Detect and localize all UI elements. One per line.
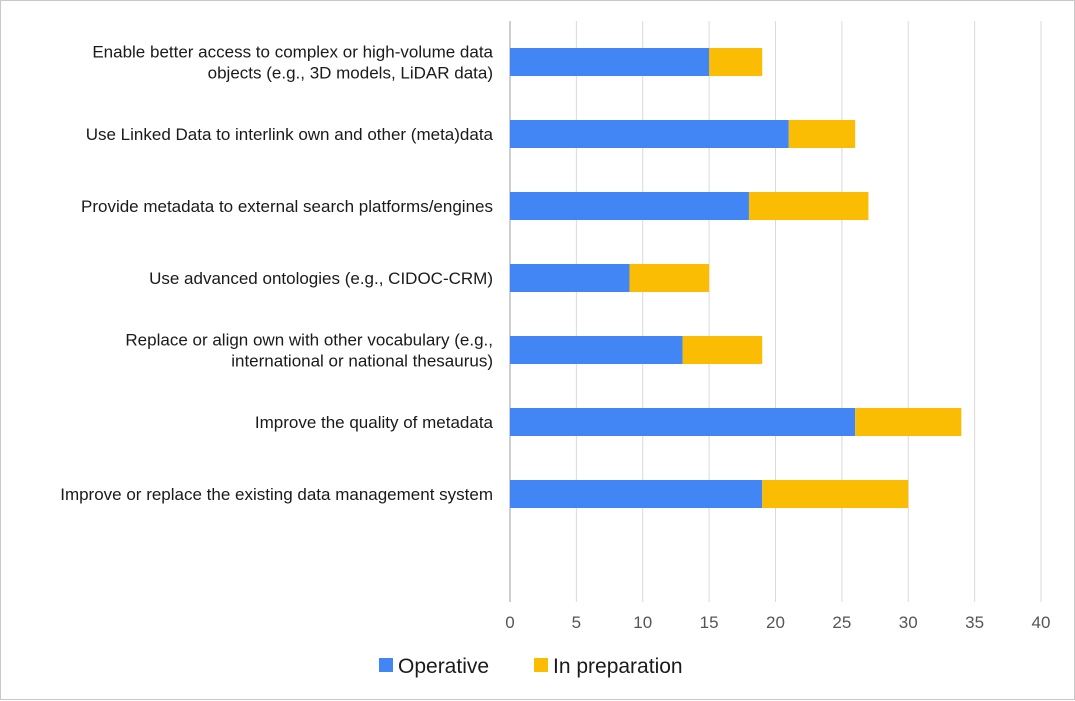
x-tick-label: 30 [899, 613, 918, 632]
category-label: Replace or align own with other vocabula… [125, 331, 493, 350]
legend-swatch [534, 658, 548, 672]
bar-in-preparation [762, 480, 909, 508]
bar-operative [510, 48, 710, 76]
bar-in-preparation [855, 408, 962, 436]
legend-label: In preparation [553, 655, 683, 678]
bar-in-preparation [748, 192, 869, 220]
bar-operative [510, 264, 630, 292]
x-tick-label: 25 [832, 613, 851, 632]
x-tick-label: 5 [572, 613, 581, 632]
category-label: Improve the quality of metadata [255, 413, 494, 432]
category-label: Enable better access to complex or high-… [92, 43, 493, 62]
category-label: Use advanced ontologies (e.g., CIDOC-CRM… [149, 269, 493, 288]
category-label: Use Linked Data to interlink own and oth… [86, 125, 494, 144]
category-label: international or national thesaurus) [231, 352, 493, 371]
bar-operative [510, 120, 789, 148]
bar-operative [510, 336, 683, 364]
bar-in-preparation [682, 336, 763, 364]
category-label: Improve or replace the existing data man… [60, 485, 493, 504]
bar-in-preparation [629, 264, 710, 292]
x-tick-label: 35 [965, 613, 984, 632]
legend-swatch [379, 658, 393, 672]
bar-in-preparation [788, 120, 856, 148]
bar-in-preparation [709, 48, 763, 76]
x-tick-label: 0 [505, 613, 514, 632]
category-label: objects (e.g., 3D models, LiDAR data) [208, 64, 493, 83]
x-tick-label: 20 [766, 613, 785, 632]
x-tick-label: 15 [700, 613, 719, 632]
x-tick-label: 10 [633, 613, 652, 632]
legend-label: Operative [398, 655, 489, 678]
bar-operative [510, 480, 763, 508]
x-tick-label: 40 [1032, 613, 1051, 632]
bar-operative [510, 192, 749, 220]
category-label: Provide metadata to external search plat… [81, 197, 493, 216]
bar-operative [510, 408, 856, 436]
